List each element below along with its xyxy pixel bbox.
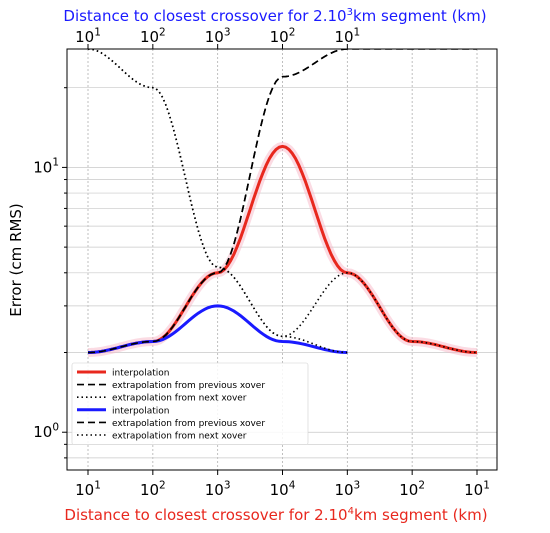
tick-label-bottom: 102 xyxy=(140,479,166,499)
grid xyxy=(67,49,497,470)
tick-label-y: 100 xyxy=(33,421,59,441)
tick-label-top: 102 xyxy=(270,26,296,46)
tick-label-y: 101 xyxy=(33,157,59,177)
legend-label: extrapolation from next xover xyxy=(112,432,247,442)
legend-label: extrapolation from next xover xyxy=(112,394,247,404)
tick-label-bottom: 103 xyxy=(205,479,231,499)
tick-label-bottom: 101 xyxy=(75,479,101,499)
tick-label-top: 102 xyxy=(140,26,166,46)
tick-label-bottom: 102 xyxy=(399,479,425,499)
y-axis-title: Error (cm RMS) xyxy=(7,203,25,317)
tick-label-bottom: 103 xyxy=(334,479,360,499)
series-line-4 xyxy=(87,49,348,354)
legend-box xyxy=(71,362,309,445)
legend-label: interpolation xyxy=(112,406,169,416)
tick-label-bottom: 101 xyxy=(464,479,490,499)
tick-label-top: 101 xyxy=(334,26,360,46)
tick-label-bottom: 104 xyxy=(270,479,296,499)
tick-label-top: 103 xyxy=(205,26,231,46)
legend: interpolation extrapolation from previous… xyxy=(71,362,309,445)
tick-label-top: 101 xyxy=(75,26,101,46)
tick-labels: 101 102 103 104 103 102 101 101 102 103 102 101 100 1… xyxy=(33,26,490,499)
curves xyxy=(87,49,478,357)
bottom-axis-title: Distance to closest crossover for 2.104k… xyxy=(64,506,487,524)
legend-label: interpolation xyxy=(112,369,169,379)
legend-label: extrapolation from previous xover xyxy=(112,381,265,391)
axes xyxy=(62,44,498,475)
legend-label: extrapolation from previous xover xyxy=(112,419,265,429)
series-line-5 xyxy=(87,49,348,354)
axis-labels: Distance to closest crossover for 2.103k… xyxy=(7,7,488,524)
top-axis-title: Distance to closest crossover for 2.103k… xyxy=(63,7,486,25)
